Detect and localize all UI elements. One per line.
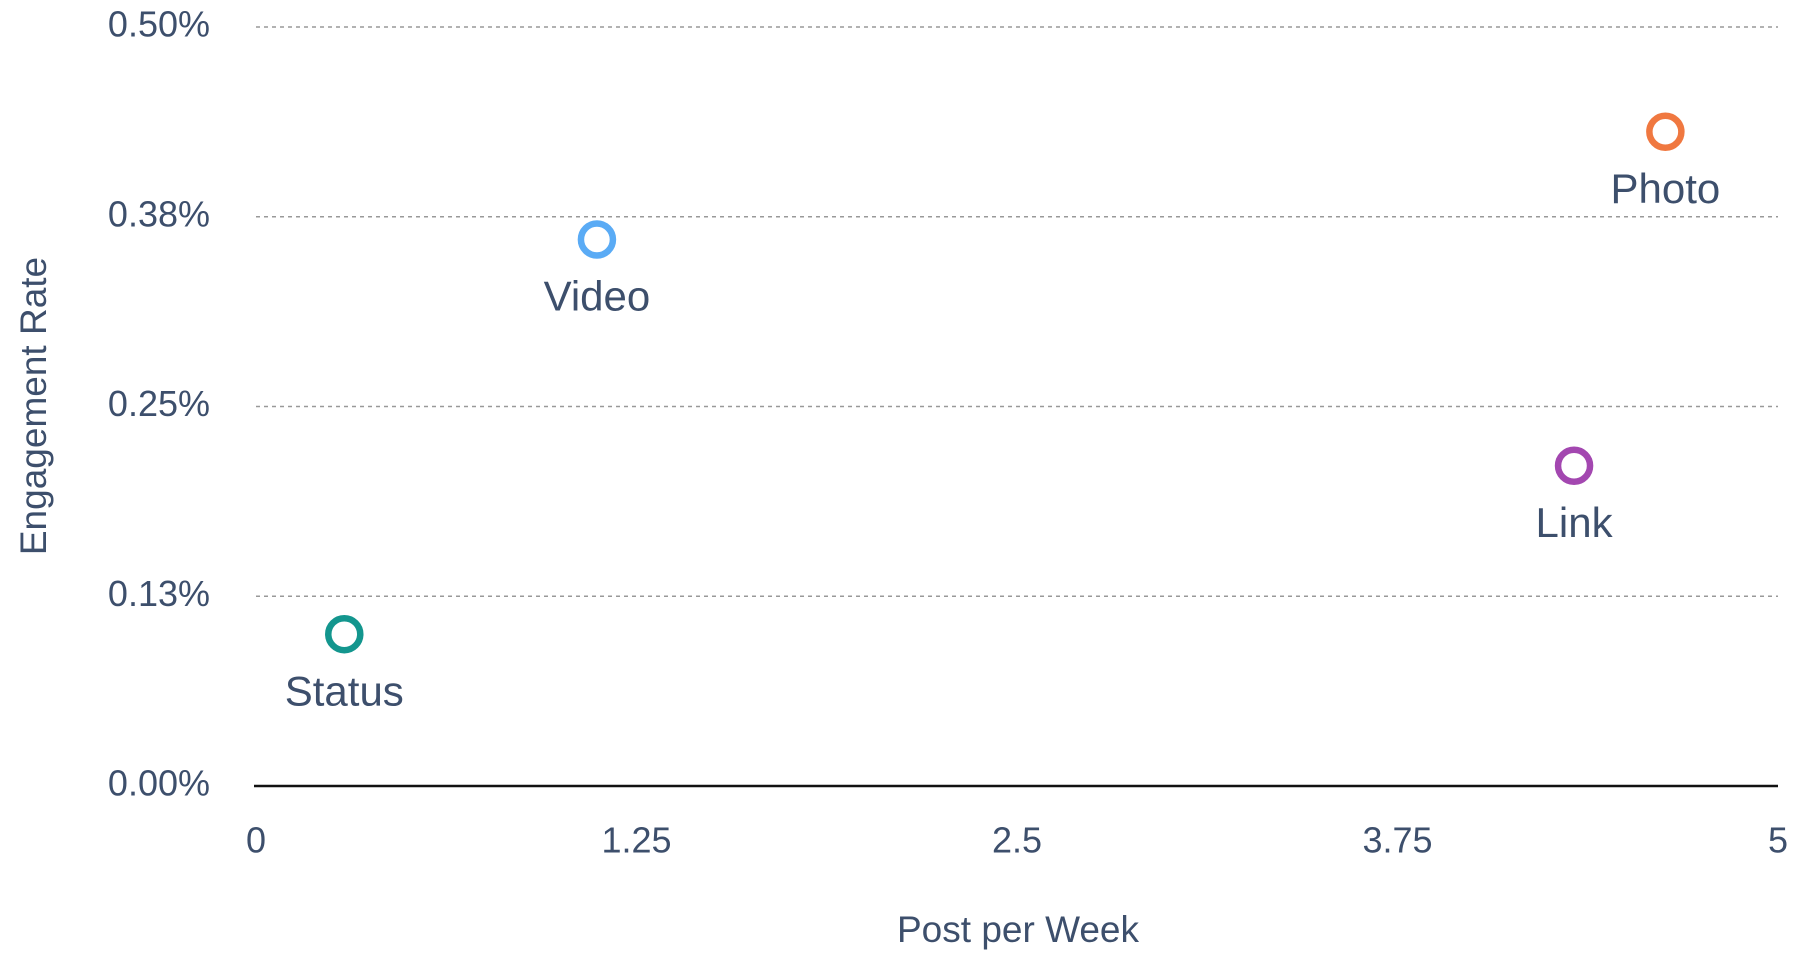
data-point bbox=[1554, 446, 1594, 485]
data-point bbox=[577, 220, 617, 259]
x-tick-label: 0 bbox=[246, 820, 266, 861]
y-axis-title: Engagement Rate bbox=[13, 257, 54, 555]
y-tick-label: 0.50% bbox=[108, 4, 210, 45]
point-label: Video bbox=[544, 273, 651, 320]
y-tick-label: 0.00% bbox=[108, 763, 210, 804]
y-tick-label: 0.13% bbox=[108, 573, 210, 614]
point-label: Status bbox=[285, 667, 404, 714]
x-tick-label: 5 bbox=[1768, 820, 1788, 861]
y-tick-label: 0.38% bbox=[108, 193, 210, 234]
x-axis-title: Post per Week bbox=[897, 909, 1139, 950]
x-tick-label: 2.5 bbox=[992, 820, 1042, 861]
x-tick-label: 1.25 bbox=[601, 820, 671, 861]
point-label: Link bbox=[1536, 499, 1614, 546]
x-tick-label: 3.75 bbox=[1362, 820, 1432, 861]
point-label: Photo bbox=[1610, 165, 1720, 212]
data-point bbox=[325, 614, 364, 654]
data-point bbox=[1646, 112, 1685, 151]
y-tick-label: 0.25% bbox=[108, 383, 210, 424]
